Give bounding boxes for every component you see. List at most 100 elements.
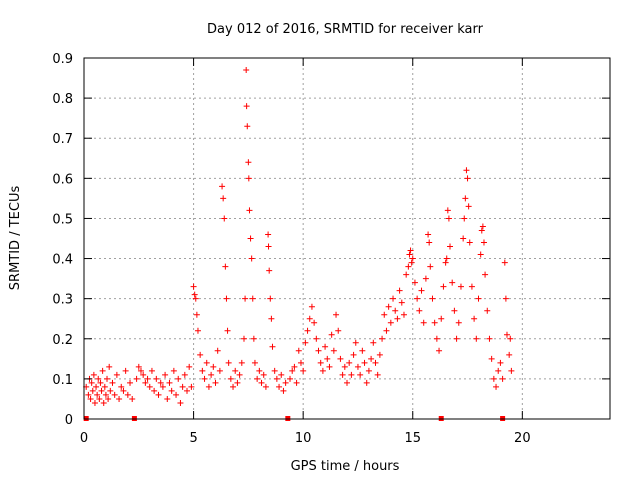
- data-point: [247, 235, 254, 242]
- data-point: [482, 271, 489, 278]
- data-point: [265, 231, 272, 238]
- grid: [84, 58, 610, 419]
- data-point: [102, 391, 109, 398]
- data-point: [230, 383, 237, 390]
- data-point: [109, 379, 116, 386]
- data-point: [181, 371, 188, 378]
- data-point: [306, 315, 313, 322]
- data-point: [400, 311, 407, 318]
- data-point: [221, 215, 228, 222]
- y-tick-label: 0.2: [52, 333, 73, 348]
- data-point: [359, 347, 366, 354]
- data-point: [265, 243, 272, 250]
- x-tick-labels: 0 5 10 15 20: [80, 431, 531, 446]
- data-point: [427, 263, 434, 270]
- ticks: [83, 57, 610, 420]
- data-point: [140, 371, 147, 378]
- data-point: [302, 339, 309, 346]
- data-point: [236, 371, 243, 378]
- data-point: [251, 359, 258, 366]
- plot-border: [83, 57, 611, 420]
- data-point: [135, 363, 142, 370]
- data-point: [271, 367, 278, 374]
- y-tick-label: 0.5: [52, 212, 73, 227]
- data-point: [105, 395, 112, 402]
- data-point: [297, 359, 304, 366]
- data-point: [313, 335, 320, 342]
- data-point: [308, 303, 315, 310]
- data-point: [447, 243, 454, 250]
- data-point: [385, 303, 392, 310]
- data-point: [240, 335, 247, 342]
- data-point: [173, 391, 180, 398]
- data-point: [268, 315, 275, 322]
- data-point: [317, 359, 324, 366]
- data-point: [219, 183, 226, 190]
- data-point: [246, 207, 253, 214]
- data-point: [155, 391, 162, 398]
- data-point: [98, 387, 105, 394]
- data-point: [420, 319, 427, 326]
- data-point: [144, 375, 151, 382]
- data-point: [478, 227, 485, 234]
- data-point: [170, 367, 177, 374]
- data-point: [222, 263, 229, 270]
- data-point: [262, 383, 269, 390]
- data-point: [232, 367, 239, 374]
- data-point: [442, 259, 449, 266]
- data-point: [91, 399, 98, 406]
- data-point: [95, 375, 102, 382]
- data-point: [190, 283, 197, 290]
- x-tick-label: 0: [80, 431, 88, 446]
- data-point: [146, 383, 153, 390]
- data-point: [87, 395, 94, 402]
- data-point: [341, 363, 348, 370]
- data-point: [162, 371, 169, 378]
- data-point: [324, 355, 331, 362]
- data-point: [431, 319, 438, 326]
- data-point: [111, 391, 118, 398]
- data-point: [365, 367, 372, 374]
- data-point: [409, 255, 416, 262]
- data-point: [436, 347, 443, 354]
- data-point: [416, 307, 423, 314]
- data-point: [425, 231, 432, 238]
- data-point: [433, 335, 440, 342]
- data-point: [287, 375, 294, 382]
- data-point: [224, 327, 231, 334]
- data-point: [193, 311, 200, 318]
- x-tick-label: 20: [514, 431, 531, 446]
- data-point: [248, 255, 255, 262]
- y-tick-label: 0.4: [52, 253, 73, 268]
- data-point: [363, 379, 370, 386]
- data-point: [250, 335, 257, 342]
- data-point: [300, 367, 307, 374]
- data-point: [191, 291, 198, 298]
- data-point: [245, 159, 252, 166]
- data-point: [440, 283, 447, 290]
- data-point: [89, 387, 96, 394]
- data-point: [406, 251, 413, 258]
- data-point: [326, 363, 333, 370]
- data-point: [374, 371, 381, 378]
- data-point: [407, 247, 414, 254]
- data-point: [177, 399, 184, 406]
- y-tick-label: 0.3: [52, 293, 73, 308]
- data-point: [142, 379, 149, 386]
- data-point: [151, 387, 158, 394]
- data-point: [460, 235, 467, 242]
- data-point: [475, 295, 482, 302]
- data-point: [242, 295, 249, 302]
- data-point: [289, 367, 296, 374]
- data-point: [210, 363, 217, 370]
- data-point: [159, 383, 166, 390]
- data-point: [205, 383, 212, 390]
- data-point: [333, 311, 340, 318]
- data-point: [304, 327, 311, 334]
- data-point: [238, 359, 245, 366]
- data-point: [337, 355, 344, 362]
- data-point: [453, 335, 460, 342]
- data-point: [506, 351, 513, 358]
- data-point: [405, 263, 412, 270]
- y-tick-labels: 0 0.1 0.2 0.3 0.4 0.5 0.6 0.7 0.8 0.9: [52, 52, 73, 428]
